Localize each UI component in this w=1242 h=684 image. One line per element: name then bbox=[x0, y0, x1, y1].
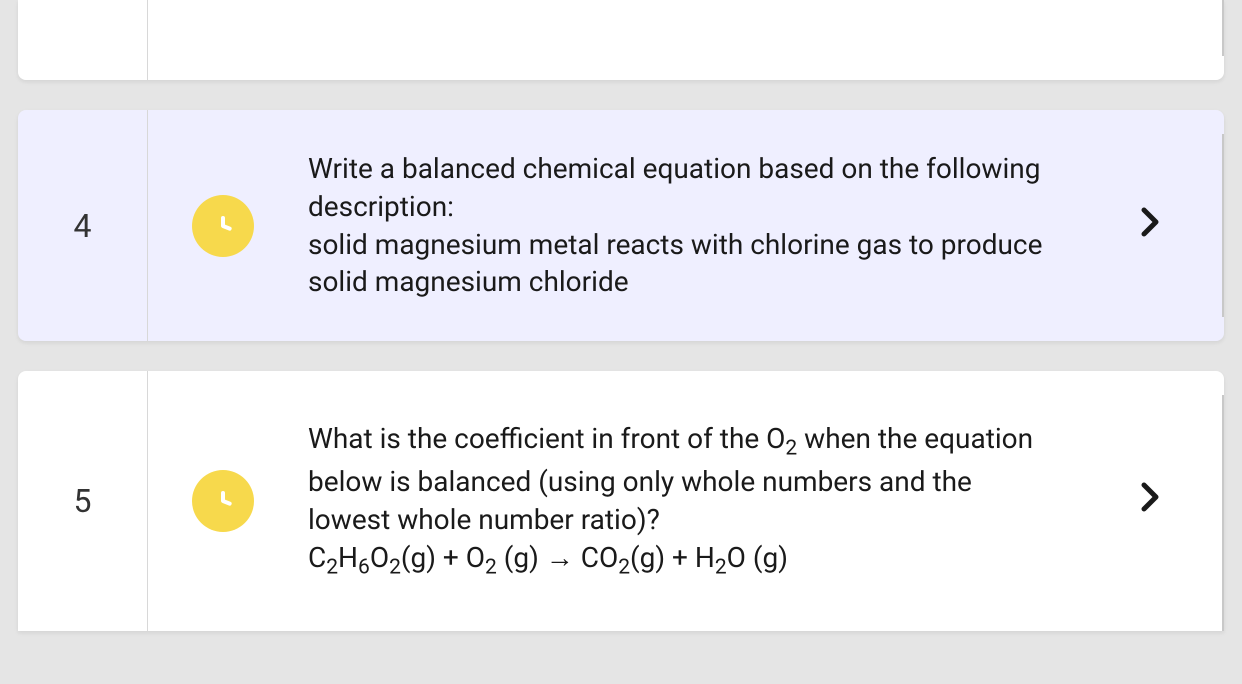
question-text-line: solid magnesium metal reacts with chlori… bbox=[308, 226, 1060, 302]
question-text-line: Write a balanced chemical equation based… bbox=[308, 150, 1060, 226]
question-card-4[interactable]: 4 Write a balanced chemical equation bas… bbox=[18, 110, 1224, 341]
status-icon-cell bbox=[148, 0, 298, 80]
clock-icon bbox=[192, 470, 254, 532]
chevron-right-icon bbox=[1140, 481, 1160, 521]
clock-icon bbox=[192, 195, 254, 257]
question-number-cell: 4 bbox=[18, 110, 148, 341]
question-card-5[interactable]: 5 What is the coefficient in front of th… bbox=[18, 371, 1224, 631]
question-number: 5 bbox=[74, 482, 92, 520]
question-text: What is the coefficient in front of the … bbox=[298, 371, 1100, 631]
question-number: 4 bbox=[74, 207, 92, 245]
question-text-line: What is the coefficient in front of the … bbox=[308, 420, 1060, 581]
expand-arrow-cell[interactable] bbox=[1100, 110, 1200, 341]
question-number-cell: 5 bbox=[18, 371, 148, 631]
question-card-truncated-top bbox=[18, 0, 1224, 80]
right-rail bbox=[1200, 0, 1224, 80]
expand-arrow-cell[interactable] bbox=[1100, 371, 1200, 631]
question-text bbox=[298, 0, 1100, 80]
chevron-right-icon bbox=[1140, 206, 1160, 246]
question-text: Write a balanced chemical equation based… bbox=[298, 110, 1100, 341]
question-list: 4 Write a balanced chemical equation bas… bbox=[0, 0, 1242, 631]
question-number-cell bbox=[18, 0, 148, 80]
status-icon-cell bbox=[148, 110, 298, 341]
expand-arrow-cell bbox=[1100, 0, 1200, 80]
status-icon-cell bbox=[148, 371, 298, 631]
right-rail bbox=[1200, 110, 1224, 341]
right-rail bbox=[1200, 371, 1224, 631]
